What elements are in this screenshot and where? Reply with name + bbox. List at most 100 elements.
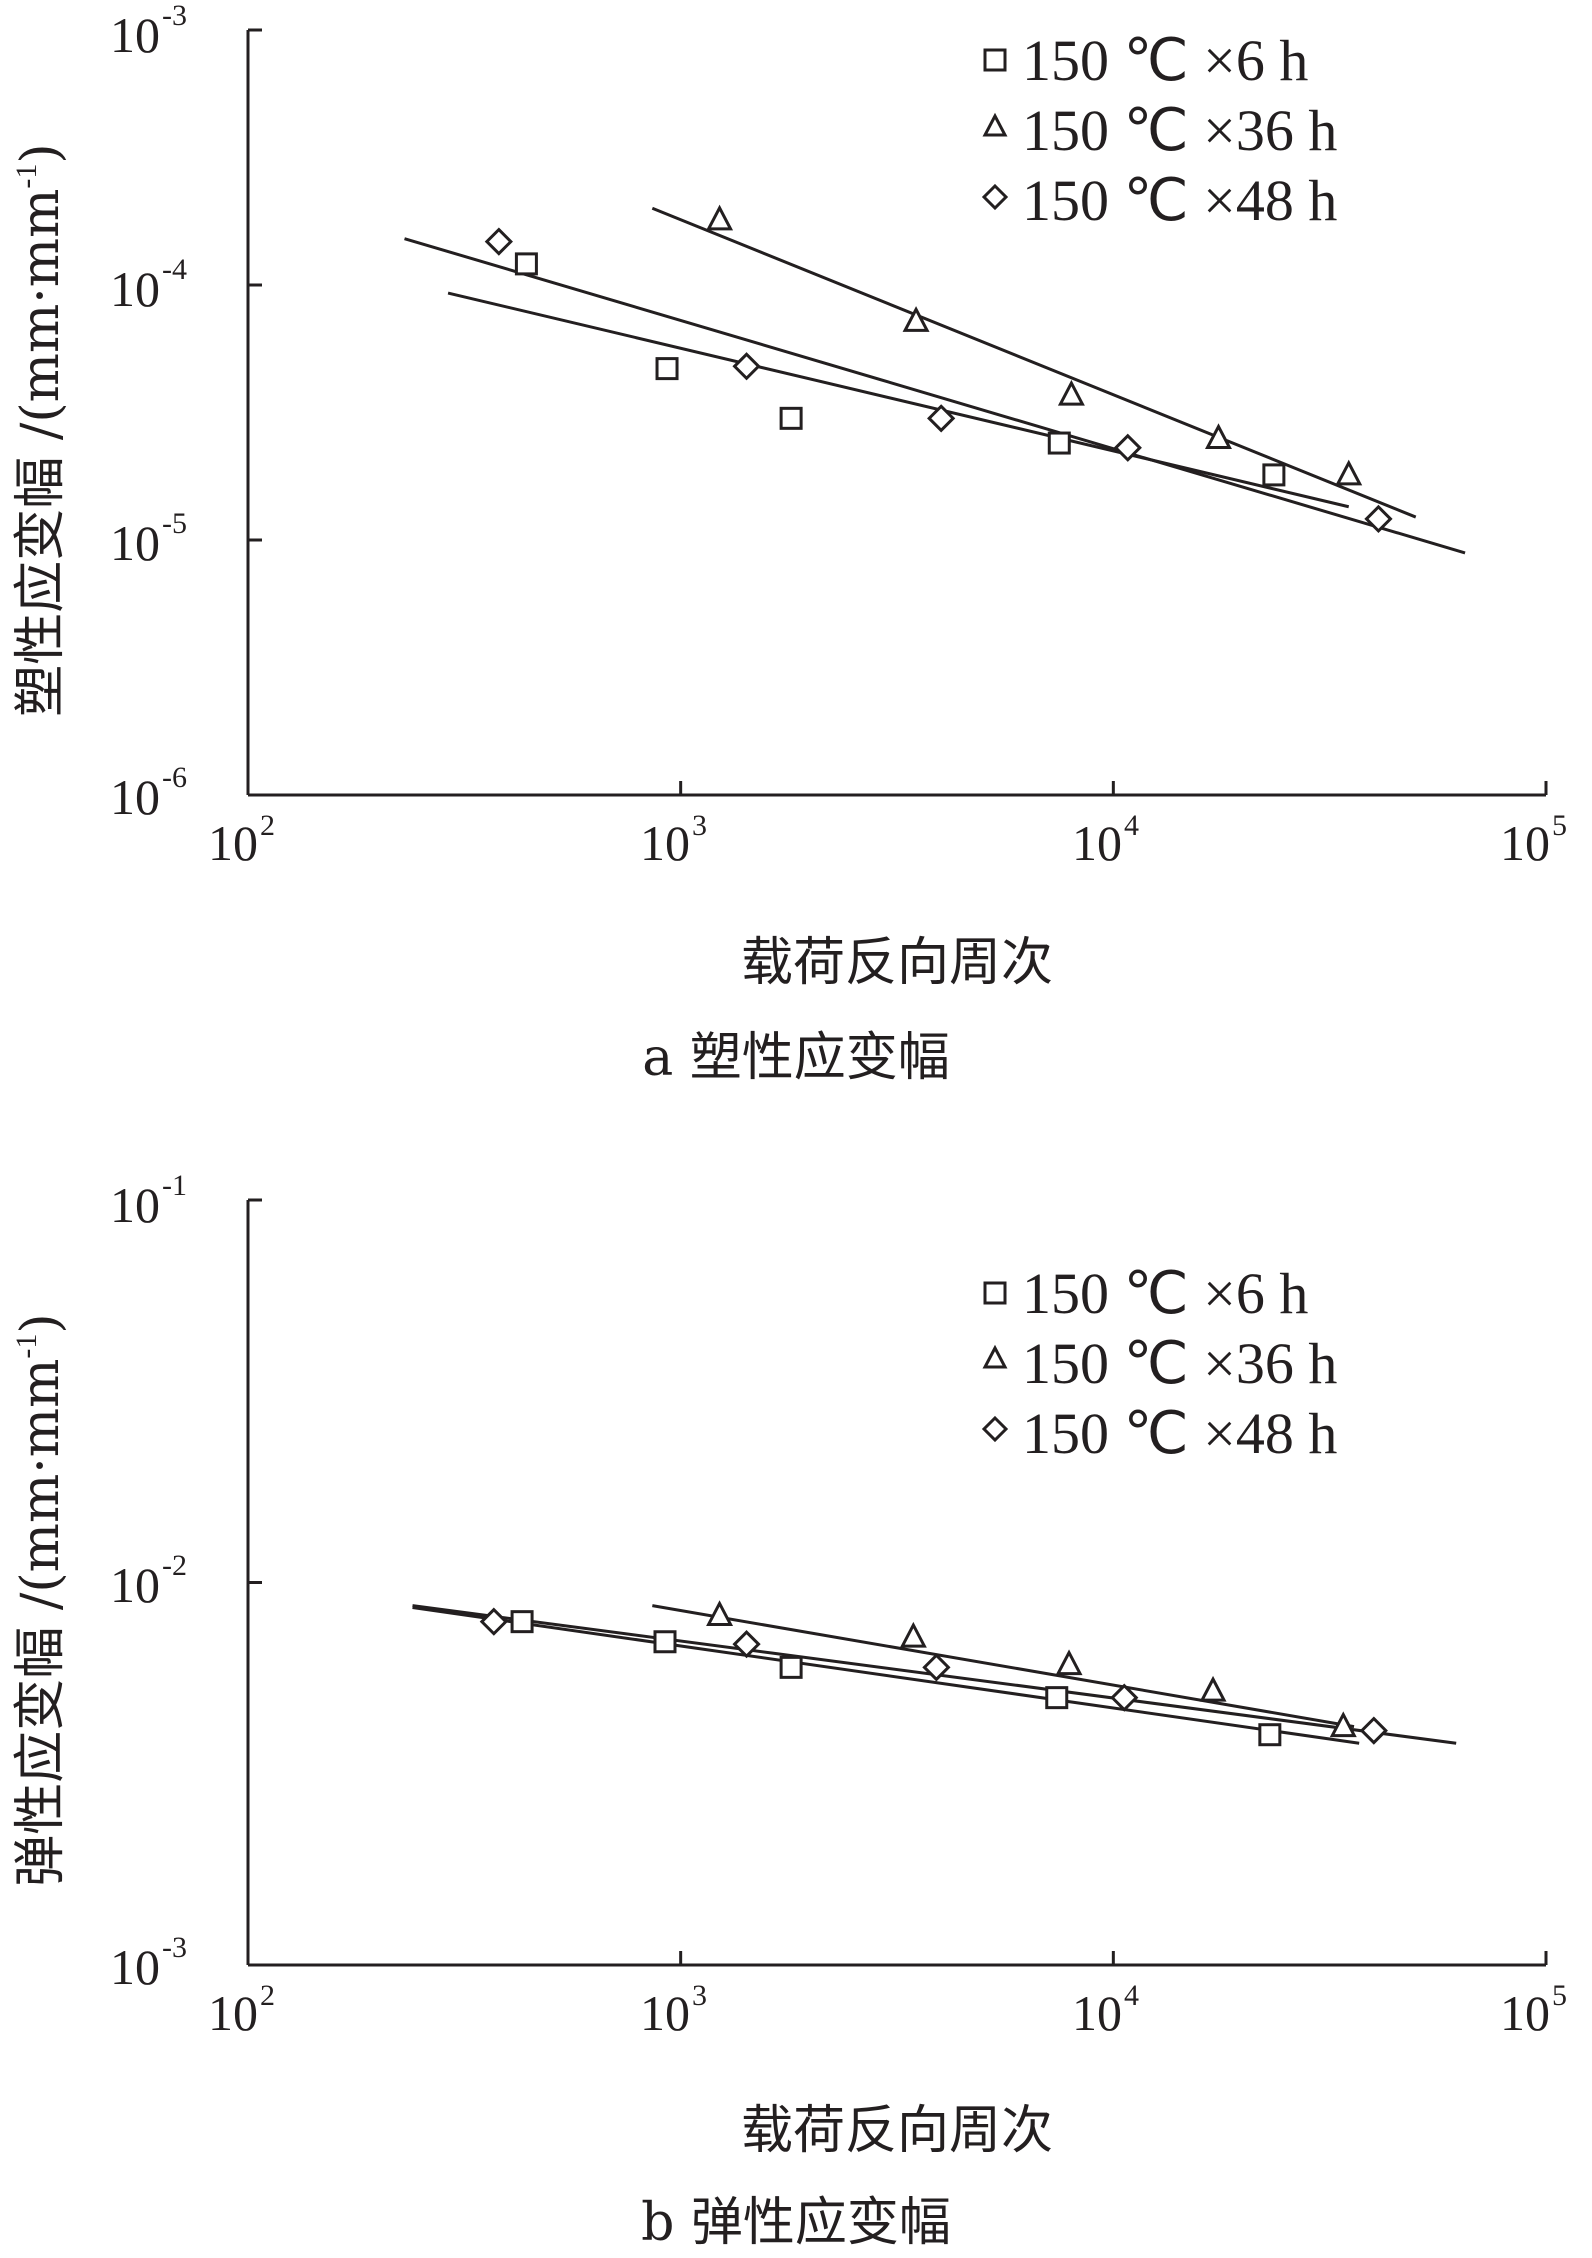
legend-diamond-marker — [981, 1415, 1009, 1443]
point-triangle — [902, 306, 930, 332]
point-diamond — [1113, 433, 1142, 462]
point-square — [1045, 1686, 1069, 1710]
y-tick-labels-b: 10 -1 10 -2 10 -3 — [110, 1169, 187, 1995]
x-tick-exponent: 3 — [692, 1979, 707, 2012]
tick-marks-a — [246, 28, 1548, 797]
caption-b: b 弹性应变幅 — [641, 2193, 951, 2253]
point-square — [1262, 463, 1286, 487]
legend-label: 150 ℃ ×6 h — [1022, 28, 1308, 93]
fit-line-diamond — [404, 237, 1466, 555]
y-axis-label-exponent: -1 — [10, 164, 43, 189]
y-tick-label: 10 — [110, 769, 160, 825]
fit-lines-a — [404, 206, 1466, 555]
point-triangle — [1199, 1675, 1227, 1702]
x-tick-label: 10 — [208, 1985, 258, 2041]
fit-line-square — [447, 291, 1350, 509]
y-axis-label-b: 弹性应变幅 /(mm·mm-1) — [10, 1313, 71, 1886]
y-tick-exponent: -2 — [162, 1549, 187, 1582]
legend-b: 150 ℃ ×6 h 150 ℃ ×36 h 150 ℃ ×48 h — [981, 1261, 1337, 1466]
legend-diamond-marker — [981, 183, 1009, 211]
x-tick-exponent: 2 — [260, 809, 275, 842]
x-tick-exponent: 5 — [1552, 809, 1567, 842]
x-tick-labels-a: 10 2 10 3 10 4 10 5 — [208, 809, 1567, 871]
point-diamond — [1110, 1683, 1139, 1712]
y-axis-label-close: ) — [11, 1313, 71, 1333]
legend-label: 150 ℃ ×48 h — [1022, 168, 1337, 233]
x-tick-exponent: 2 — [260, 1979, 275, 2012]
y-tick-label: 10 — [110, 515, 160, 571]
svg-text:塑性应变幅 /(mm·mm-1): 塑性应变幅 /(mm·mm-1) — [10, 143, 71, 716]
chart-panel-a: 10 -3 10 -4 10 -5 10 -6 10 2 10 3 10 4 1… — [10, 0, 1567, 1088]
legend-square-marker — [983, 48, 1007, 72]
caption-a: a 塑性应变幅 — [642, 1028, 950, 1088]
point-triangle — [706, 204, 734, 231]
fit-line-triangle — [651, 206, 1417, 519]
point-diamond — [927, 404, 956, 433]
point-diamond — [1359, 1716, 1388, 1745]
chart-panel-b: 10 -1 10 -2 10 -3 10 2 10 3 10 4 10 5 载荷… — [10, 1169, 1567, 2253]
point-diamond — [1364, 504, 1393, 534]
legend-label: 150 ℃ ×36 h — [1022, 1331, 1337, 1396]
y-tick-exponent: -3 — [162, 1931, 187, 1964]
fit-line-triangle — [652, 1604, 1355, 1729]
x-tick-label: 10 — [1072, 1985, 1122, 2041]
y-tick-exponent: -5 — [162, 507, 187, 540]
point-square — [779, 406, 803, 430]
x-tick-label: 10 — [208, 815, 258, 871]
point-triangle — [1057, 379, 1085, 406]
x-tick-label: 10 — [1072, 815, 1122, 871]
y-axis-label-close: ) — [11, 143, 71, 163]
data-points-a — [484, 204, 1393, 534]
point-square — [653, 1630, 677, 1654]
point-diamond — [484, 227, 513, 256]
point-square — [1258, 1723, 1282, 1747]
point-triangle — [1205, 423, 1232, 450]
x-tick-exponent: 3 — [692, 809, 707, 842]
legend-triangle-marker — [982, 112, 1008, 137]
x-tick-label: 10 — [1500, 1985, 1550, 2041]
point-triangle — [706, 1600, 734, 1626]
y-tick-exponent: -1 — [162, 1169, 187, 1202]
x-tick-exponent: 4 — [1124, 1979, 1139, 2012]
tick-marks-b — [246, 1198, 1548, 1967]
point-diamond — [732, 1630, 761, 1659]
y-tick-exponent: -6 — [162, 761, 187, 794]
x-tick-label: 10 — [640, 815, 690, 871]
point-triangle — [1329, 1711, 1357, 1738]
y-tick-label: 10 — [110, 1557, 160, 1613]
x-axis-label-a: 载荷反向周次 — [741, 933, 1053, 993]
data-points-b — [479, 1600, 1388, 1747]
point-diamond — [922, 1653, 951, 1682]
point-square — [655, 357, 679, 381]
y-tick-label: 10 — [110, 261, 160, 317]
y-tick-label: 10 — [110, 1939, 160, 1995]
x-tick-label: 10 — [640, 1985, 690, 2041]
y-axis-label-text: 塑性应变幅 /(mm·mm — [11, 189, 71, 717]
legend-square-marker — [983, 1281, 1007, 1305]
point-diamond — [732, 352, 761, 381]
legend-label: 150 ℃ ×36 h — [1022, 98, 1337, 163]
legend-label: 150 ℃ ×6 h — [1022, 1261, 1308, 1326]
svg-text:弹性应变幅 /(mm·mm-1): 弹性应变幅 /(mm·mm-1) — [10, 1313, 71, 1886]
point-square — [510, 1610, 534, 1634]
x-axis-label-b: 载荷反向周次 — [741, 2101, 1053, 2161]
point-square — [779, 1655, 803, 1679]
point-square — [514, 252, 538, 276]
y-tick-label: 10 — [110, 1177, 160, 1233]
point-square — [1047, 431, 1071, 455]
y-tick-labels-a: 10 -3 10 -4 10 -5 10 -6 — [110, 0, 187, 825]
legend-label: 150 ℃ ×48 h — [1022, 1401, 1337, 1466]
y-tick-exponent: -4 — [162, 253, 187, 286]
legend-a: 150 ℃ ×6 h 150 ℃ ×36 h 150 ℃ ×48 h — [981, 28, 1337, 233]
point-triangle — [899, 1621, 927, 1648]
x-tick-exponent: 4 — [1124, 809, 1139, 842]
point-triangle — [1055, 1649, 1083, 1676]
y-axis-label-a: 塑性应变幅 /(mm·mm-1) — [10, 143, 71, 716]
legend-triangle-marker — [982, 1344, 1008, 1369]
y-tick-label: 10 — [110, 7, 160, 63]
point-triangle — [1335, 459, 1363, 486]
x-tick-labels-b: 10 2 10 3 10 4 10 5 — [208, 1979, 1567, 2041]
fit-line-square — [412, 1606, 1360, 1745]
